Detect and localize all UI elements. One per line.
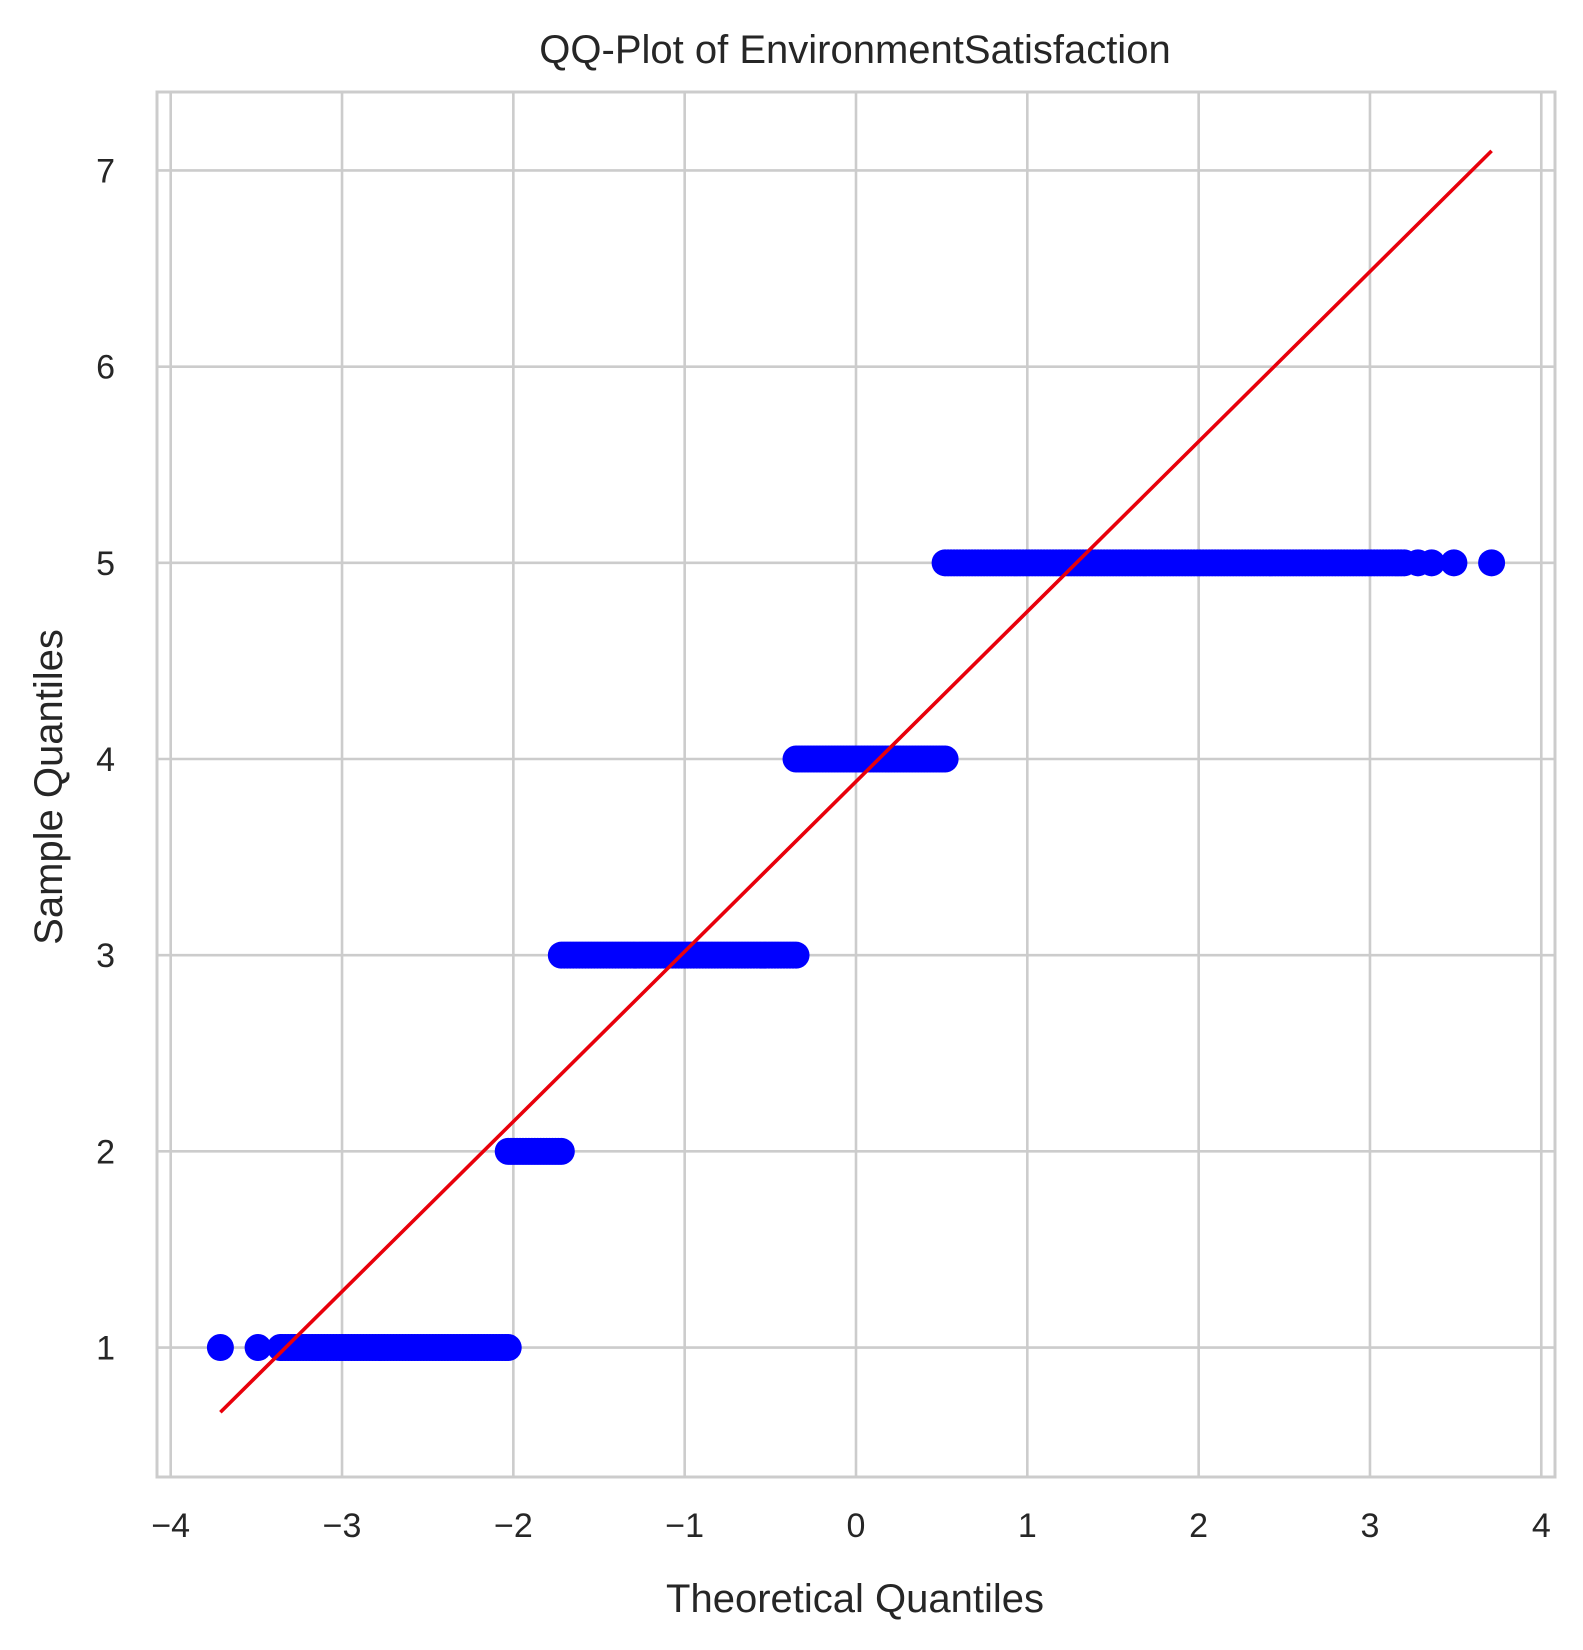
y-tick-label: 5 bbox=[96, 545, 115, 583]
x-tick-label: −2 bbox=[494, 1507, 533, 1545]
reference-line-segment bbox=[219, 149, 1493, 1414]
y-tick-label: 4 bbox=[96, 741, 115, 779]
sample-point bbox=[266, 1334, 294, 1362]
y-tick-labels: 1 2 3 4 5 6 7 bbox=[96, 152, 115, 1367]
sample-point bbox=[1440, 549, 1468, 577]
x-tick-label: −1 bbox=[665, 1507, 704, 1545]
sample-point bbox=[494, 1334, 522, 1362]
y-tick-label: 7 bbox=[96, 152, 115, 190]
y-tick-label: 3 bbox=[96, 937, 115, 975]
sample-point bbox=[244, 1334, 272, 1362]
sample-point bbox=[782, 941, 810, 969]
y-tick-label: 2 bbox=[96, 1133, 115, 1171]
reference-line bbox=[219, 149, 1493, 1414]
sample-point bbox=[206, 1334, 234, 1362]
sample-point bbox=[547, 1137, 575, 1165]
chart-title: QQ-Plot of EnvironmentSatisfaction bbox=[539, 28, 1170, 72]
plot-frame bbox=[155, 90, 1557, 1479]
x-tick-label: −4 bbox=[151, 1507, 190, 1545]
sample-point bbox=[931, 745, 959, 773]
sample-point bbox=[1418, 549, 1446, 577]
x-tick-label: 0 bbox=[847, 1507, 866, 1545]
x-tick-labels: −4 −3 −2 −1 0 1 2 3 4 bbox=[151, 1507, 1550, 1545]
x-tick-label: 1 bbox=[1018, 1507, 1037, 1545]
y-axis-title: Sample Quantiles bbox=[27, 629, 71, 945]
x-tick-label: 4 bbox=[1532, 1507, 1551, 1545]
x-axis-title: Theoretical Quantiles bbox=[666, 1577, 1044, 1621]
x-tick-label: −3 bbox=[323, 1507, 362, 1545]
x-tick-label: 3 bbox=[1361, 1507, 1380, 1545]
y-tick-label: 6 bbox=[96, 349, 115, 387]
x-tick-label: 2 bbox=[1189, 1507, 1208, 1545]
axes-frame bbox=[155, 90, 1557, 1479]
y-tick-label: 1 bbox=[96, 1330, 115, 1368]
sample-point bbox=[1478, 549, 1506, 577]
